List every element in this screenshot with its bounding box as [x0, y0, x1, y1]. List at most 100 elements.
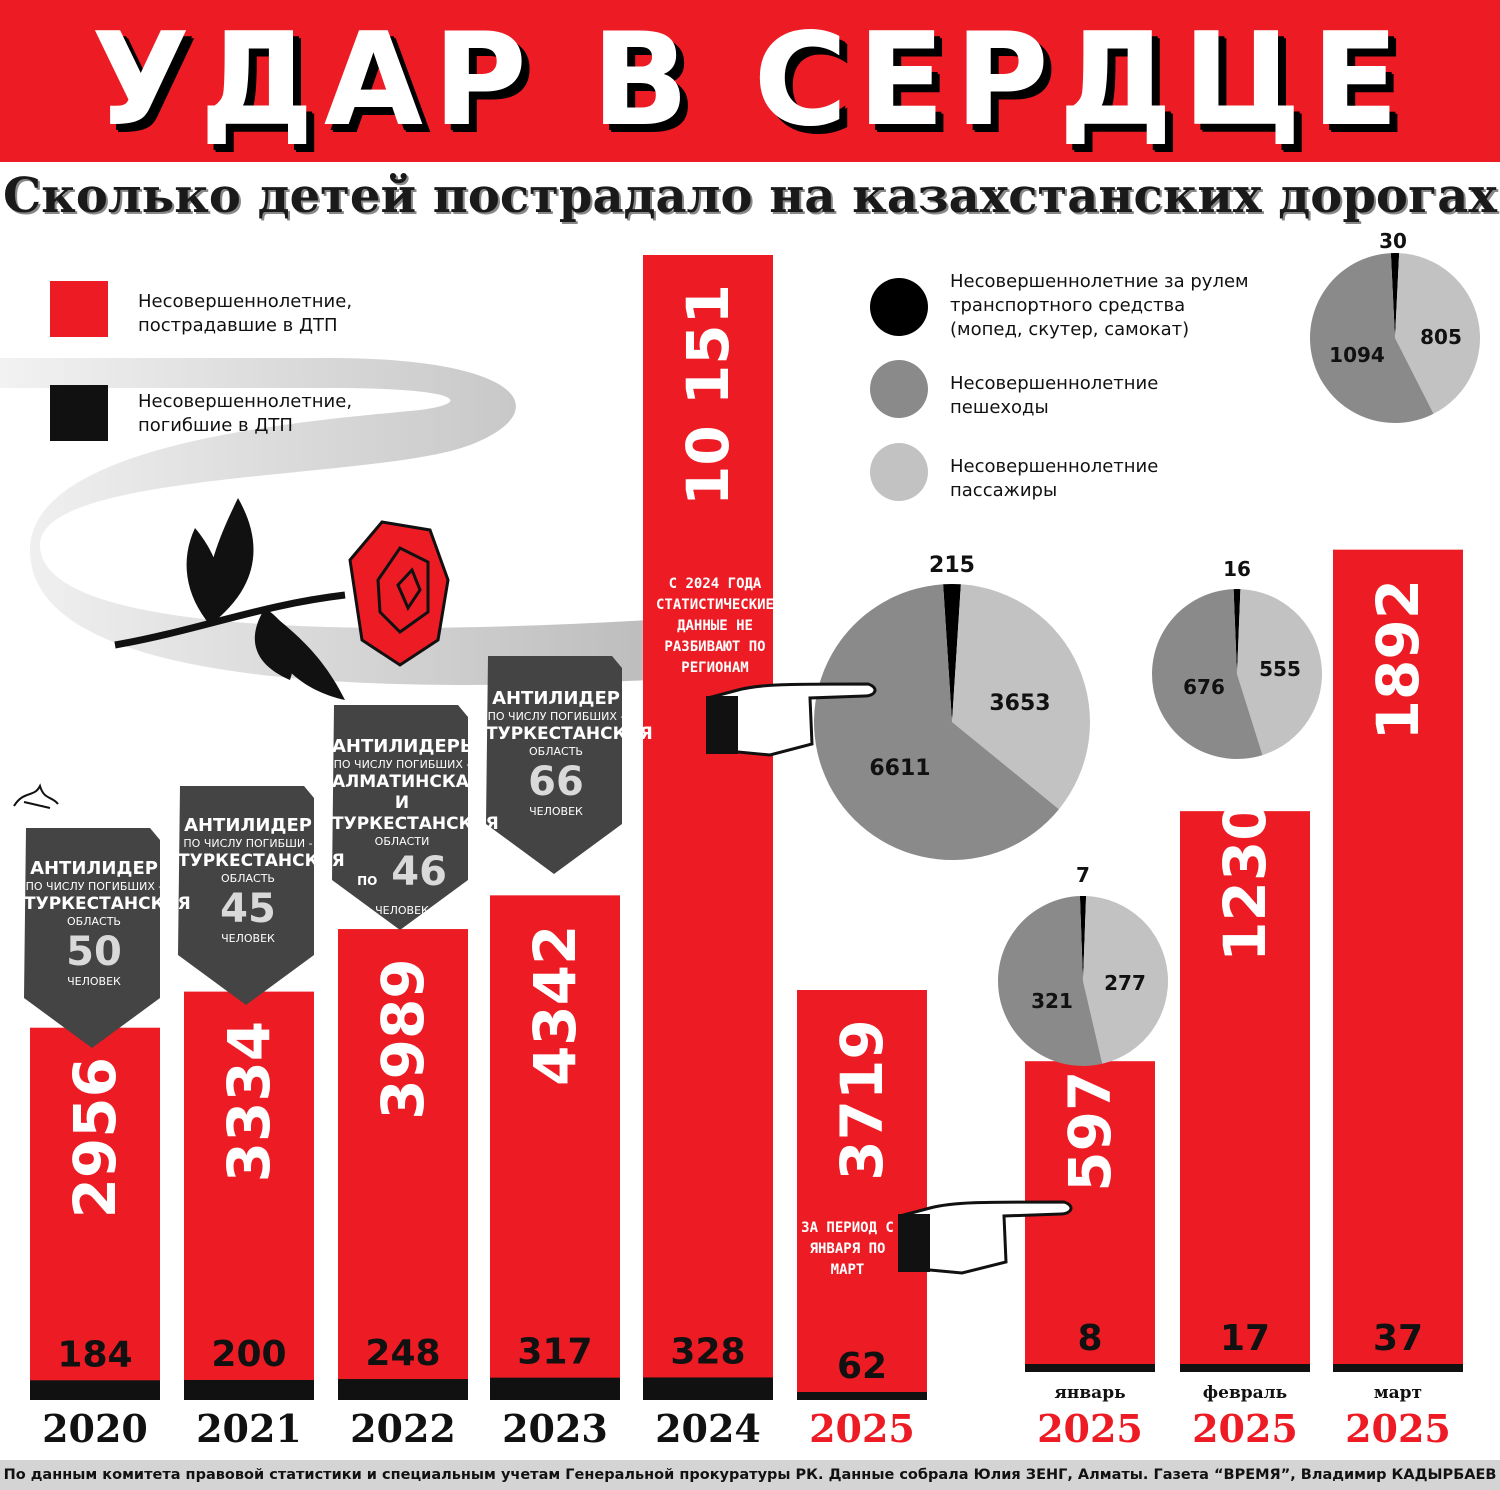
pie-value-label: 321 [1031, 989, 1073, 1013]
pie-slice [1079, 896, 1087, 981]
pie-value-label: 555 [1259, 657, 1301, 681]
bar-value-label: 597 [1056, 1071, 1124, 1192]
leader-card: АНТИЛИДЕР ПО ЧИСЛУ ПОГИБШИХ - ТУРКЕСТАНС… [24, 858, 191, 989]
bar-value-label: 2956 [61, 1057, 129, 1218]
bar-killed [30, 1380, 160, 1400]
bar-injured [338, 929, 468, 1400]
leader-number: 45 [220, 886, 276, 932]
pie-slice [1310, 253, 1434, 423]
legend-swatch-injured [50, 281, 108, 337]
leader-region: ТУРКЕСТАНСКАЯ [486, 724, 653, 744]
leader-region-sub: ОБЛАСТЬ [529, 745, 583, 758]
bar-value-label: 3719 [828, 1019, 896, 1180]
bar-injured [490, 895, 620, 1400]
bar-injured [643, 255, 773, 1400]
leader-sub: ПО ЧИСЛУ ПОГИБШИХ - [487, 710, 625, 723]
rose-icon [114, 498, 450, 700]
killed-value-label: 37 [1373, 1318, 1423, 1359]
bar-injured [1333, 549, 1463, 1372]
bar-value-label: 1892 [1364, 579, 1432, 740]
pie-slice [943, 584, 961, 722]
year-label: 2020 [42, 1406, 148, 1451]
pie-slice [1390, 253, 1400, 338]
bar-killed [338, 1379, 468, 1400]
year-label: 2024 [655, 1406, 761, 1451]
leader-card: АНТИЛИДЕР ПО ЧИСЛУ ПОГИБШИ - ТУРКЕСТАНСК… [178, 815, 345, 946]
killed-value-label: 317 [517, 1332, 592, 1373]
bar-killed [1333, 1364, 1463, 1372]
killed-value-label: 248 [365, 1333, 440, 1374]
leader-region: АЛМАТИНСКАЯ И ТУРКЕСТАНСКАЯ [332, 772, 499, 834]
leader-number: 50 [66, 929, 122, 975]
year-label: 2022 [350, 1406, 456, 1451]
leader-unit: ЧЕЛОВЕК [221, 932, 275, 945]
note-period: ЗА ПЕРИОД С ЯНВАРЯ ПО МАРТ [801, 1220, 894, 1278]
leader-arrow-shape [486, 656, 622, 874]
legend-label-killed: Несовершеннолетние, погибшие в ДТП [138, 391, 353, 436]
leader-region-sub: ОБЛАСТИ [374, 835, 430, 848]
year-label: 2021 [196, 1406, 302, 1451]
leader-arrow-shape [178, 786, 314, 1005]
killed-value-label: 328 [670, 1331, 745, 1372]
main-title: УДАР В СЕРДЦЕ [91, 6, 1409, 155]
bar-value-label: 3334 [215, 1021, 283, 1182]
bar-value-label: 10 151 [674, 284, 742, 506]
pie-value-label: 277 [1104, 971, 1146, 995]
signature-mark [13, 783, 59, 809]
legend-dot-passengers [870, 443, 928, 501]
bar-injured [797, 990, 927, 1400]
killed-value-label: 17 [1220, 1318, 1270, 1359]
road-illustration [0, 358, 650, 685]
pie-value-label: 215 [929, 553, 975, 578]
bars-layer: 2956 184 2020 3334 200 2021 3989 248 2022 4342 317… [30, 255, 1463, 1451]
legend-dot-drivers [870, 278, 928, 336]
bar-killed [1025, 1364, 1155, 1372]
year-label: 2025 [1345, 1406, 1451, 1451]
leader-region: ТУРКЕСТАНСКАЯ [24, 894, 191, 914]
legend-dot-pedestrians [870, 360, 928, 418]
leader-arrow-shape [24, 828, 160, 1048]
month-label: март [1374, 1383, 1422, 1403]
pies-layer: 215 6611 3653 7 321 277 16 676 555 30 1094 805 [814, 229, 1481, 1067]
leader-unit: ЧЕЛОВЕК [529, 805, 583, 818]
pie-slice [1083, 896, 1168, 1064]
bar-injured [184, 991, 314, 1400]
pie-value-label: 7 [1076, 863, 1090, 887]
killed-value-label: 200 [211, 1334, 286, 1375]
pie-slice [952, 584, 1090, 810]
note-no-regions: С 2024 ГОДА СТАТИСТИЧЕСКИЕ ДАННЫЕ НЕ РАЗ… [655, 576, 774, 676]
legend-label-pedestrians: Несовершеннолетние пешеходы [950, 373, 1159, 418]
leader-sub: ПО ЧИСЛУ ПОГИБШИХ - [333, 758, 471, 771]
killed-value-label: 184 [57, 1334, 132, 1375]
bar-killed [797, 1392, 927, 1400]
legend-label-passengers: Несовершеннолетние пассажиры [950, 456, 1159, 501]
leader-title: АНТИЛИДЕР [492, 688, 620, 709]
month-label: январь [1054, 1383, 1125, 1403]
leader-title: АНТИЛИДЕР [184, 815, 312, 836]
bar-killed [490, 1377, 620, 1400]
legend-label-injured: Несовершеннолетние, пострадавшие в ДТП [138, 291, 353, 336]
leader-title: АНТИЛИДЕР [30, 858, 158, 879]
bar-killed [184, 1380, 314, 1400]
pie-value-label: 676 [1183, 675, 1225, 699]
bar-killed [1180, 1364, 1310, 1372]
leader-card: АНТИЛИДЕРЫ ПО ЧИСЛУ ПОГИБШИХ - АЛМАТИНСК… [332, 736, 499, 918]
pie-value-label: 805 [1420, 325, 1462, 349]
pie-value-label: 1094 [1329, 343, 1385, 367]
legend-label-drivers: Несовершеннолетние за рулем транспортног… [950, 271, 1249, 340]
year-label: 2025 [809, 1406, 915, 1451]
pointing-hand-icon [706, 682, 877, 757]
pie-slice [1233, 589, 1241, 674]
bar-value-label: 3989 [369, 958, 437, 1119]
pointing-hand-icon [898, 1200, 1073, 1275]
year-label: 2025 [1192, 1406, 1298, 1451]
bar-injured [1025, 1061, 1155, 1372]
pie-slice [814, 584, 1059, 860]
leader-number: ПО 46 [332, 849, 472, 904]
bar-injured [30, 1027, 160, 1400]
year-label: 2025 [1037, 1406, 1143, 1451]
leader-region-sub: ОБЛАСТЬ [221, 872, 275, 885]
pie-slice [1152, 589, 1263, 759]
leader-region: ТУРКЕСТАНСКАЯ [178, 851, 345, 871]
leader-sub: ПО ЧИСЛУ ПОГИБШИ - [183, 837, 313, 850]
